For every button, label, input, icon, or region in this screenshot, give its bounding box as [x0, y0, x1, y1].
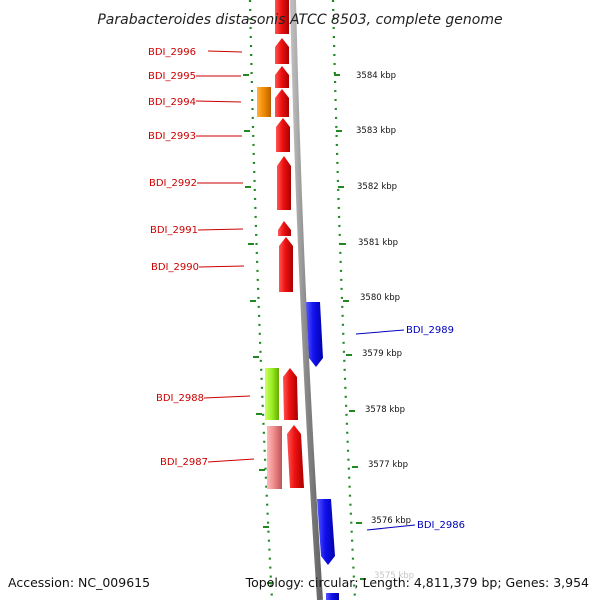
scale-ticks — [243, 74, 366, 584]
gene-label[interactable]: BDI_2994 — [148, 97, 196, 108]
leader-bdi-2994 — [195, 100, 242, 103]
gene-bdi-2987 — [267, 426, 282, 489]
accession-text: Accession: NC_009615 — [8, 575, 150, 590]
gene-label[interactable]: BDI_2990 — [151, 262, 199, 273]
gene-label[interactable]: BDI_2989 — [406, 325, 454, 336]
gene-label[interactable]: BDI_2992 — [149, 178, 197, 189]
scale-label: 3584 kbp — [356, 71, 396, 81]
gene-arrow-bdi-2990 — [279, 237, 293, 292]
leader-bdi-2991 — [197, 228, 244, 231]
leader-bdi-2996 — [207, 50, 243, 53]
gene-label[interactable]: BDI_2991 — [150, 225, 198, 236]
leader-bdi-2988 — [203, 395, 251, 399]
scale-label: 3582 kbp — [357, 182, 397, 192]
gene-arrow-bdi-2997 — [275, 0, 289, 34]
forward-strand-genes — [257, 0, 304, 489]
leader-bdi-2987 — [207, 458, 255, 463]
gene-arrow-bdi-2991 — [278, 221, 291, 236]
gene-bdi-2985 — [326, 593, 339, 600]
scale-label: 3578 kbp — [365, 405, 405, 415]
leader-bdi-2990 — [198, 265, 245, 268]
right-gene-labels: BDI_2989 BDI_2986 — [406, 325, 465, 531]
gene-arrow-bdi-2993 — [276, 118, 290, 152]
leader-bdi-2989 — [355, 329, 405, 335]
scale-label: 3577 kbp — [368, 460, 408, 470]
gene-label[interactable]: BDI_2996 — [148, 47, 196, 58]
left-gene-labels: BDI_2996 BDI_2995 BDI_2994 BDI_2993 BDI_… — [148, 47, 208, 468]
scale-labels: 3584 kbp 3583 kbp 3582 kbp 3581 kbp 3580… — [356, 71, 414, 581]
gene-label[interactable]: BDI_2986 — [417, 520, 465, 531]
scale-label: 3581 kbp — [358, 238, 398, 248]
scale-label: 3580 kbp — [360, 293, 400, 303]
gene-label[interactable]: BDI_2993 — [148, 131, 196, 142]
scale-label: 3575 kbp — [374, 571, 414, 581]
reverse-strand-genes — [306, 302, 339, 600]
genome-backbone — [290, 0, 323, 600]
gene-arrow-bdi-2992 — [277, 156, 291, 210]
gene-label[interactable]: BDI_2987 — [160, 457, 208, 468]
map-title: Parabacteroides distasonis ATCC 8503, co… — [97, 12, 502, 28]
gene-label[interactable]: BDI_2995 — [148, 71, 196, 82]
gene-arrow-bdi-2995 — [275, 66, 289, 88]
gene-label[interactable]: BDI_2988 — [156, 393, 204, 404]
gene-arrow-bdi-2988-red — [283, 368, 298, 420]
leader-bdi-2986 — [366, 524, 416, 531]
gene-arrow-bdi-2989 — [306, 302, 323, 367]
gene-arrow-bdi-2987-red — [287, 425, 304, 488]
topology-text: Topology: circular; Length: 4,811,379 bp… — [245, 575, 589, 590]
gene-bdi-2994 — [257, 87, 271, 117]
scale-label: 3579 kbp — [362, 349, 402, 359]
gene-arrow-bdi-2994-red — [275, 89, 289, 117]
scale-label: 3583 kbp — [356, 126, 396, 136]
gene-arrow-bdi-2986 — [317, 499, 335, 565]
label-leader-lines — [195, 50, 416, 531]
gene-arrow-bdi-2996 — [275, 38, 289, 64]
scale-label: 3576 kbp — [371, 516, 411, 526]
gene-bdi-2988 — [265, 368, 279, 420]
